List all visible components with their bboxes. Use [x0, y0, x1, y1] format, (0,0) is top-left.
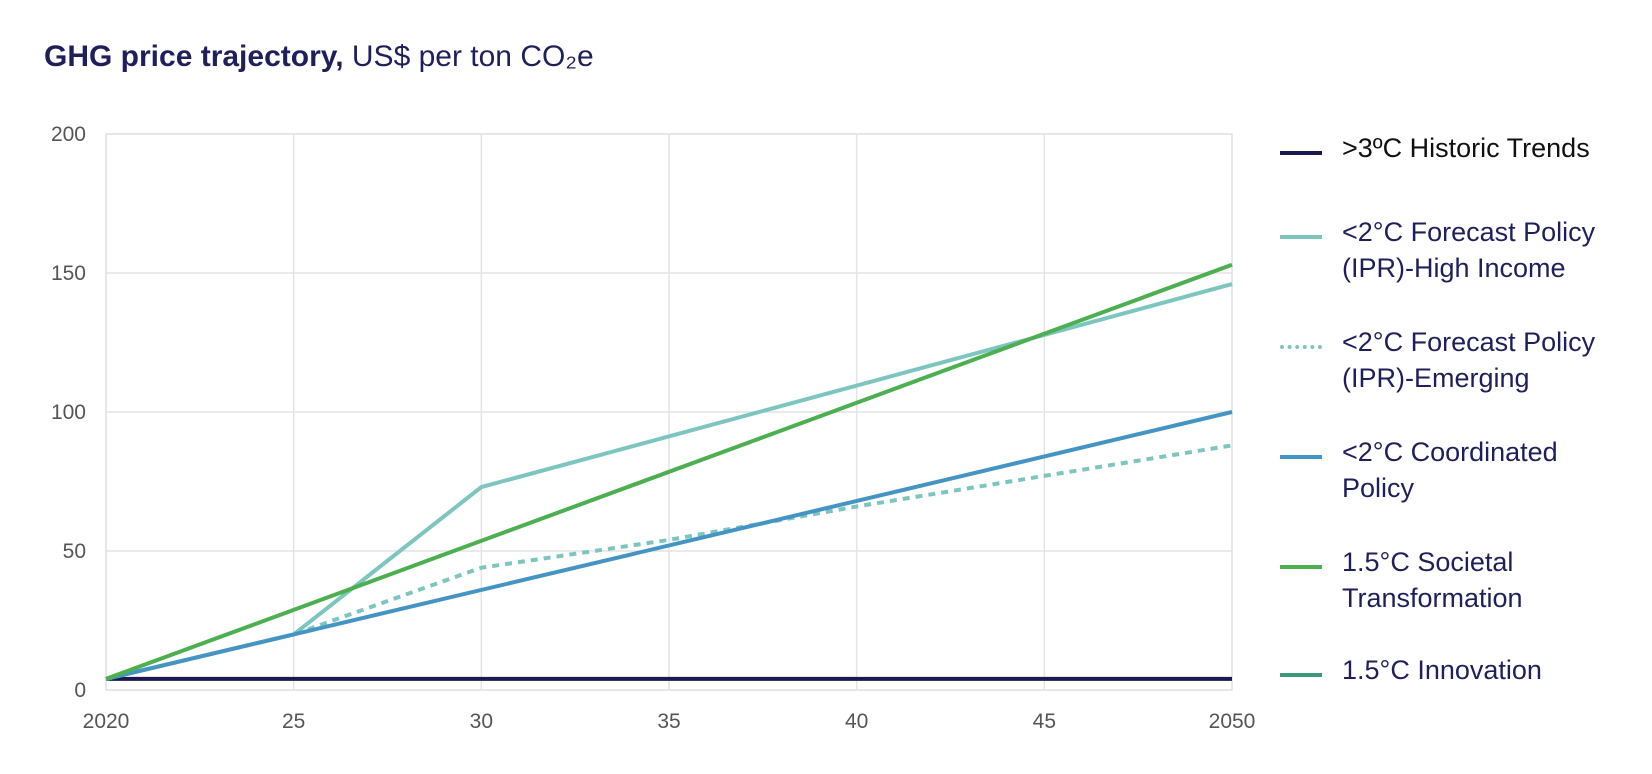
y-tick-label: 200 — [51, 123, 86, 146]
x-tick-label: 30 — [470, 710, 493, 733]
legend-swatch — [1280, 345, 1322, 349]
legend-label: <2°C Forecast Policy (IPR)-High Income — [1342, 217, 1596, 283]
legend-swatch — [1280, 673, 1322, 677]
chart-title-units: US$ per ton CO₂e — [351, 40, 594, 73]
x-tick-label: 2050 — [1209, 710, 1256, 733]
legend-item: 1.5°C Innovation — [1280, 652, 1622, 688]
chart-title-bold: GHG price trajectory, — [44, 40, 344, 73]
legend-item: <2°C Coordinated Policy — [1280, 434, 1622, 506]
legend-swatch — [1280, 235, 1322, 239]
y-tick-label: 0 — [74, 679, 86, 702]
legend-label: 1.5°C Innovation — [1342, 655, 1542, 685]
legend-label: >3ºC Historic Trends — [1342, 133, 1590, 163]
y-tick-label: 50 — [63, 540, 86, 563]
legend-item: <2°C Forecast Policy (IPR)-High Income — [1280, 214, 1622, 286]
series-line — [105, 262, 1233, 681]
y-tick-label: 150 — [51, 262, 86, 285]
series-line — [105, 443, 1233, 681]
series-line — [105, 410, 1233, 681]
legend-item: 1.5°C Societal Transformation — [1280, 544, 1622, 616]
legend-label: <2°C Forecast Policy (IPR)-Emerging — [1342, 327, 1596, 393]
legend-label: <2°C Coordinated Policy — [1342, 437, 1558, 503]
legend-swatch — [1280, 565, 1322, 569]
chart-title: GHG price trajectory, US$ per ton CO₂e — [44, 40, 594, 74]
legend-swatch — [1280, 455, 1322, 459]
y-tick-label: 100 — [51, 401, 86, 424]
legend-swatch — [1280, 151, 1322, 155]
x-tick-label: 25 — [282, 710, 305, 733]
x-tick-label: 40 — [845, 710, 868, 733]
legend-item: >3ºC Historic Trends — [1280, 130, 1622, 166]
legend-item: <2°C Forecast Policy (IPR)-Emerging — [1280, 324, 1622, 396]
legend-label: 1.5°C Societal Transformation — [1342, 547, 1523, 613]
x-tick-label: 35 — [657, 710, 680, 733]
x-tick-label: 45 — [1033, 710, 1056, 733]
x-tick-label: 2020 — [83, 710, 130, 733]
